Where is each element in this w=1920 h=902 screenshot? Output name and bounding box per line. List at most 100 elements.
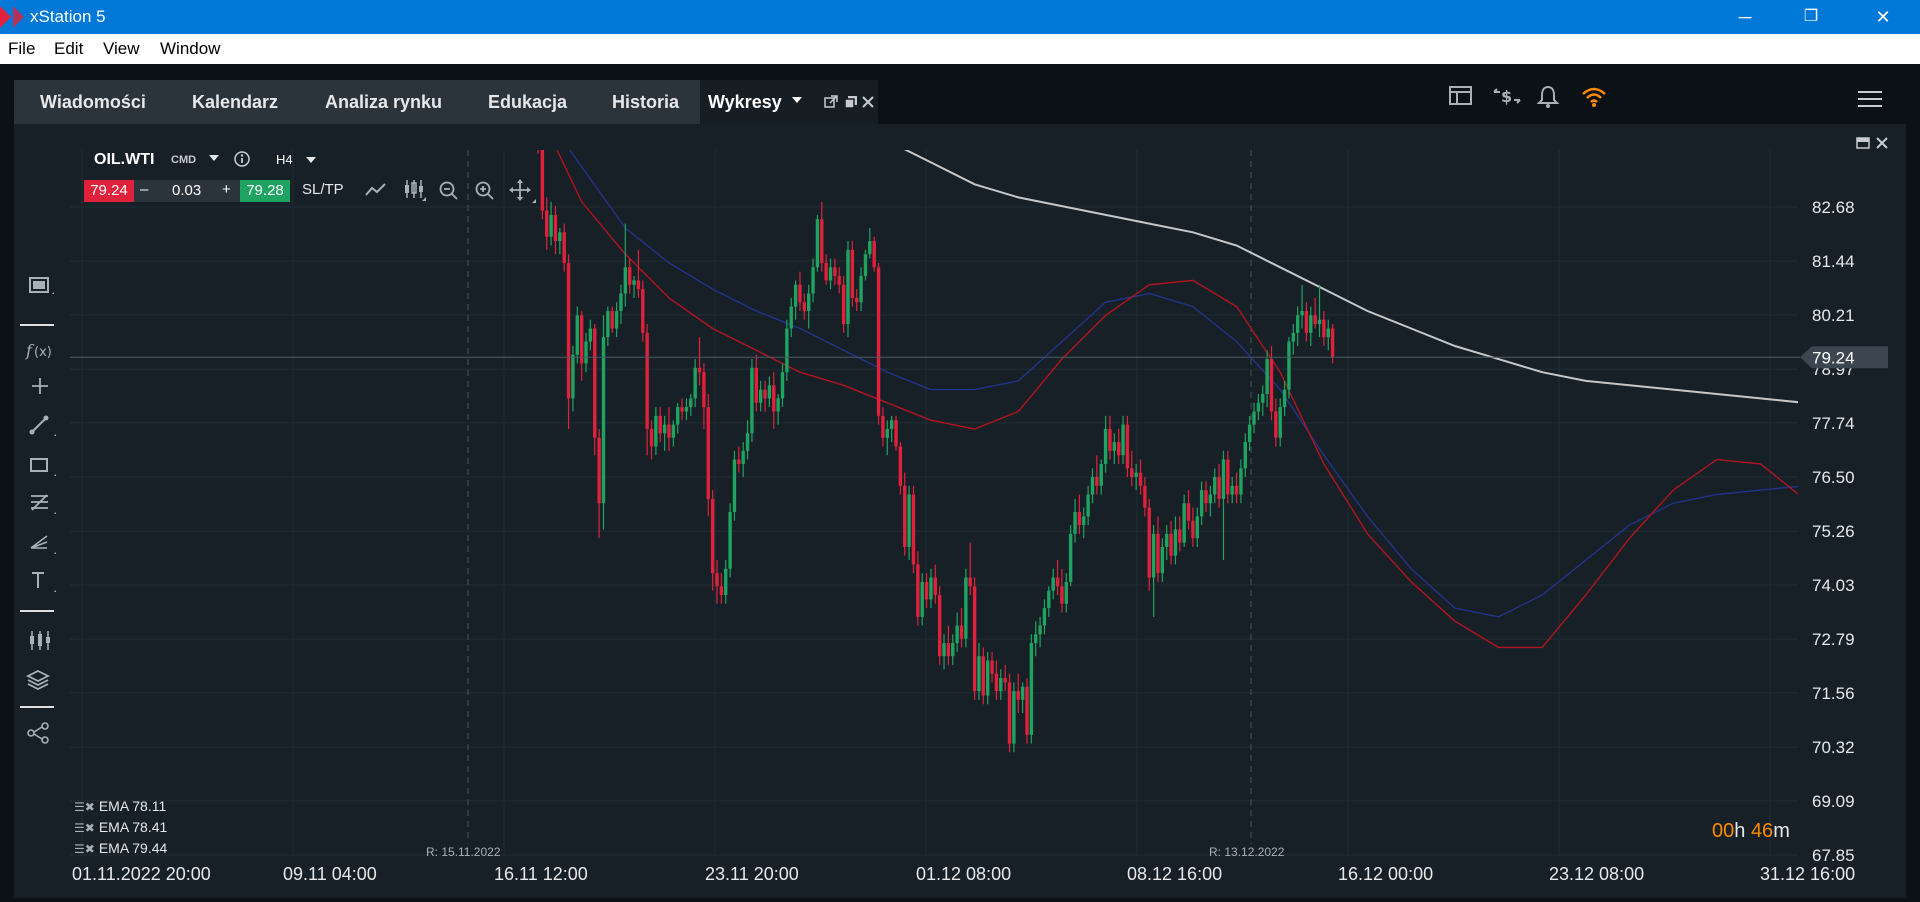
zoom-in-icon[interactable] xyxy=(474,180,496,202)
minimize-button[interactable]: ─ xyxy=(1738,7,1752,27)
candle-body xyxy=(571,354,575,399)
hamburger-menu-icon[interactable] xyxy=(1858,86,1882,112)
candle-body xyxy=(610,310,614,329)
tab-wykresy-label: Wykresy xyxy=(708,92,782,112)
y-tick-label: 67.85 xyxy=(1812,846,1855,865)
candle-body xyxy=(645,332,649,429)
line-chart-icon[interactable] xyxy=(364,180,388,200)
candle-body xyxy=(868,241,872,255)
panel-close-icon[interactable] xyxy=(1876,137,1888,149)
candle-body xyxy=(946,643,951,657)
move-chart-icon[interactable] xyxy=(508,178,536,204)
candle-body xyxy=(1199,490,1204,517)
candle-body xyxy=(1300,310,1304,316)
x-tick-label: 31.12 16:00 xyxy=(1760,864,1855,884)
line-tool-icon[interactable] xyxy=(28,412,56,438)
tab-kalendarz[interactable]: Kalendarz xyxy=(192,92,279,112)
chevron-down-icon xyxy=(792,97,802,103)
y-tick-label: 81.44 xyxy=(1812,252,1855,271)
candle-body xyxy=(684,407,689,412)
candle-body xyxy=(1042,608,1047,626)
indicator-settings-icon[interactable]: ☰✖ xyxy=(74,842,95,856)
layers-icon[interactable] xyxy=(26,668,54,694)
tab-historia[interactable]: Historia xyxy=(612,92,680,112)
volume-input[interactable]: 0.03 xyxy=(172,182,202,199)
restore-icon[interactable] xyxy=(844,95,858,109)
indicator-legend-item[interactable]: ☰✖ EMA 79.44 xyxy=(74,840,167,856)
indicator-legend-item[interactable]: ☰✖ EMA 78.11 xyxy=(74,798,166,814)
candle-body xyxy=(889,420,894,429)
currency-exchange-icon[interactable]: $ xyxy=(1492,84,1522,114)
candle-body xyxy=(710,498,715,574)
maximize-button[interactable]: ❐ xyxy=(1803,8,1819,25)
timeframe-select[interactable]: H4 xyxy=(276,152,293,167)
rectangle-tool-icon[interactable] xyxy=(28,452,56,478)
close-window-button[interactable]: ✕ xyxy=(1875,7,1891,27)
zoom-out-icon[interactable] xyxy=(438,180,460,202)
indicator-settings-icon[interactable]: ☰✖ xyxy=(74,821,95,835)
tab-wykresy[interactable]: Wykresy xyxy=(700,80,878,124)
candle-body xyxy=(549,214,553,237)
candle-body xyxy=(1278,407,1282,438)
close-tab-icon[interactable] xyxy=(862,96,874,108)
tab-edukacja[interactable]: Edukacja xyxy=(488,92,568,112)
info-icon[interactable] xyxy=(233,150,251,168)
candle-body xyxy=(933,577,938,596)
candle-body xyxy=(942,643,946,657)
candle-body xyxy=(820,219,824,263)
menu-view[interactable]: View xyxy=(103,39,140,58)
candle-body xyxy=(999,678,1003,692)
text-tool-icon[interactable] xyxy=(28,568,56,594)
candle-body xyxy=(1247,424,1252,443)
candles-settings-icon[interactable] xyxy=(26,628,54,654)
candle-body xyxy=(972,586,977,692)
instrument-symbol[interactable]: OIL.WTI xyxy=(94,151,155,168)
candle-body xyxy=(728,511,732,569)
tab-wiadomosci[interactable]: Wiadomości xyxy=(40,92,146,112)
volume-decrease-button[interactable]: – xyxy=(140,181,149,198)
candle-body xyxy=(1304,310,1309,333)
volume-increase-button[interactable]: + xyxy=(222,181,231,198)
candle-body xyxy=(841,284,846,325)
ema-line xyxy=(903,150,1798,404)
tab-analiza-rynku[interactable]: Analiza rynku xyxy=(325,92,443,112)
crosshair-icon[interactable] xyxy=(28,374,56,400)
popout-icon[interactable] xyxy=(824,95,838,109)
pitchfork-tool-icon[interactable] xyxy=(28,530,56,556)
candle-body xyxy=(1261,394,1265,403)
candlestick-icon[interactable] xyxy=(402,178,426,202)
fibonacci-tool-icon[interactable] xyxy=(28,490,56,516)
toolbar-separator xyxy=(20,324,54,326)
function-indicators-icon[interactable]: f (x) xyxy=(24,338,52,364)
candle-body xyxy=(850,249,855,298)
sell-price-button[interactable]: 79.24 xyxy=(84,180,134,202)
bell-icon[interactable] xyxy=(1536,84,1560,114)
menu-window[interactable]: Window xyxy=(160,39,221,58)
menu-file[interactable]: File xyxy=(8,39,36,58)
candle-body xyxy=(1064,581,1068,604)
chart-type-icon[interactable] xyxy=(26,272,54,298)
candle-body xyxy=(846,249,850,325)
candle-body xyxy=(1103,428,1108,464)
candle-body xyxy=(597,437,601,504)
buy-price-button[interactable]: 79.28 xyxy=(240,180,290,202)
timeframe-dropdown-icon[interactable] xyxy=(305,156,317,166)
menu-edit[interactable]: Edit xyxy=(54,39,84,58)
candle-body xyxy=(1295,315,1300,333)
layout-icon[interactable] xyxy=(1448,84,1474,114)
candle-body xyxy=(1143,485,1147,508)
candle-body xyxy=(815,219,820,268)
symbol-dropdown-icon[interactable] xyxy=(208,154,220,164)
indicator-legend-item[interactable]: ☰✖ EMA 78.41 xyxy=(74,819,167,835)
x-tick-label: 16.11 12:00 xyxy=(494,864,588,884)
candle-body xyxy=(955,625,959,644)
indicator-settings-icon[interactable]: ☰✖ xyxy=(74,800,95,814)
share-icon[interactable] xyxy=(26,720,54,746)
candle-body xyxy=(1034,634,1038,644)
candle-body xyxy=(780,372,785,399)
sltp-button[interactable]: SL/TP xyxy=(302,181,344,198)
panel-minimize-icon[interactable] xyxy=(1856,136,1870,150)
candle-body xyxy=(872,241,876,268)
candle-body xyxy=(990,660,994,674)
